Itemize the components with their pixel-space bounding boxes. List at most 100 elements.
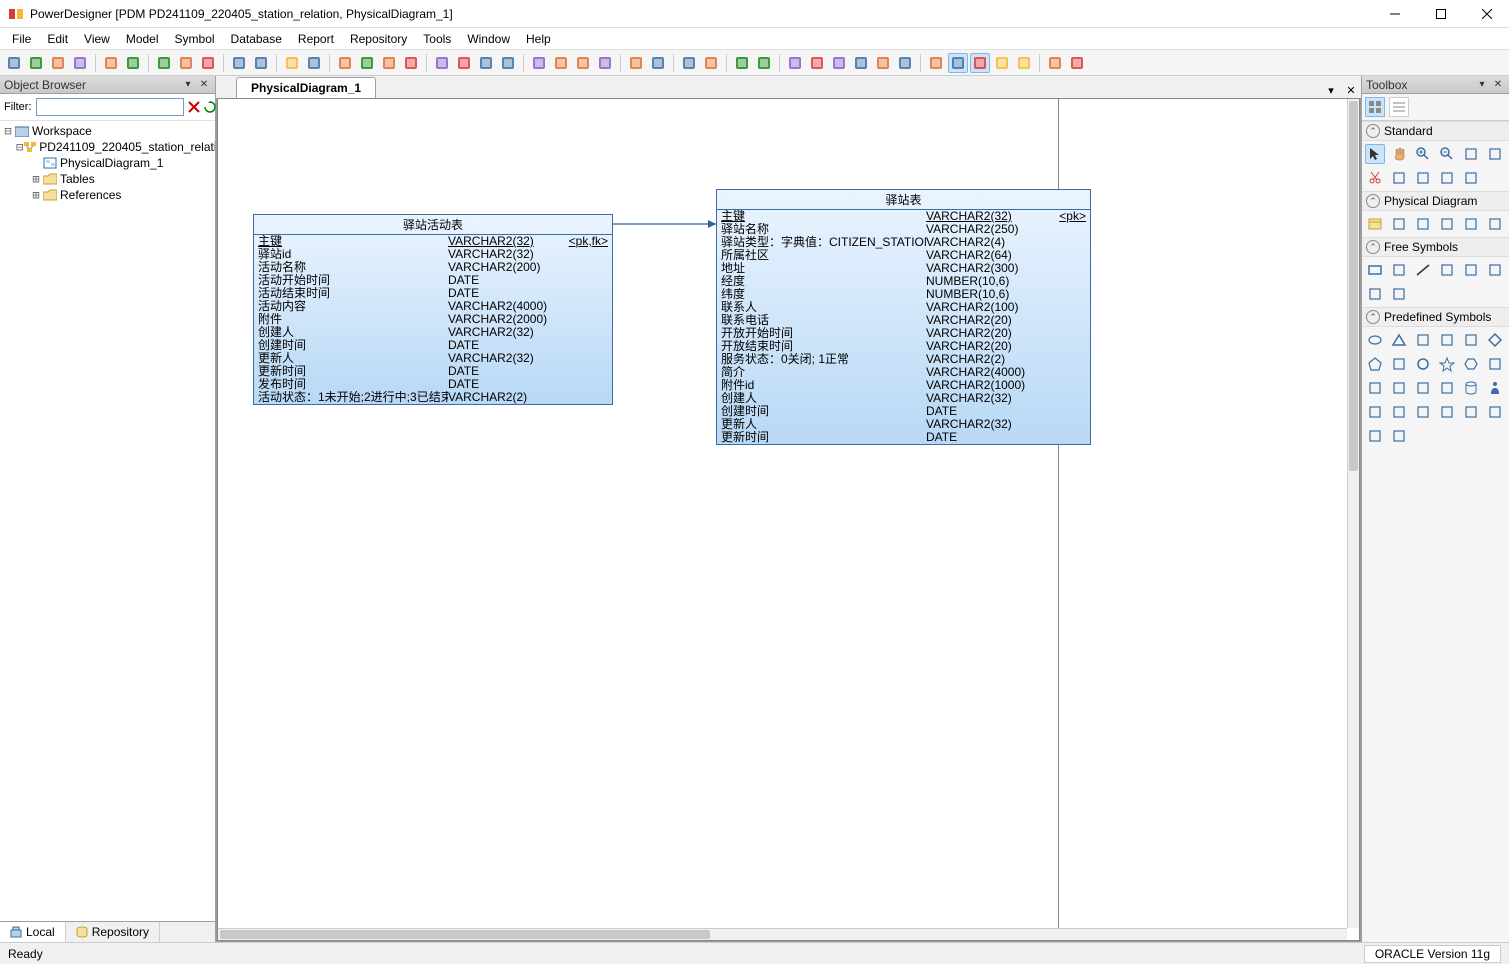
tool-cut-icon[interactable] — [1365, 168, 1385, 188]
tool-pointer-icon[interactable] — [1365, 144, 1385, 164]
toolbox-list-view-icon[interactable] — [1389, 97, 1409, 117]
toolbox-section-free-symbols[interactable]: ⌃Free Symbols — [1362, 237, 1509, 257]
tool-zoom-out-icon[interactable] — [1437, 144, 1457, 164]
tool-hex-icon[interactable] — [1461, 354, 1481, 374]
toolbar-align-b-icon[interactable] — [895, 53, 915, 73]
toolbar-redo-icon[interactable] — [251, 53, 271, 73]
tool-view-icon[interactable] — [1389, 214, 1409, 234]
toolbar-table-icon[interactable] — [529, 53, 549, 73]
tool-rrect-icon[interactable] — [1485, 260, 1505, 280]
toolbar-new-model-icon[interactable] — [432, 53, 452, 73]
menu-tools[interactable]: Tools — [415, 30, 459, 48]
tab-repository[interactable]: Repository — [66, 922, 160, 942]
toolbar-ext-icon[interactable] — [1067, 53, 1087, 73]
vertical-scrollbar[interactable] — [1347, 99, 1359, 928]
entity-column[interactable]: 地址VARCHAR2(300) — [717, 262, 1090, 275]
tool-card-icon[interactable] — [1485, 402, 1505, 422]
tool-table-icon[interactable] — [1365, 214, 1385, 234]
tool-circle-icon[interactable] — [1413, 354, 1433, 374]
tool-cylinder-icon[interactable] — [1461, 378, 1481, 398]
toolbar-zoom-in-icon[interactable] — [335, 53, 355, 73]
tool-zoom-sel-icon[interactable] — [1461, 144, 1481, 164]
toolbar-open-icon[interactable] — [26, 53, 46, 73]
tool-ellipse-icon[interactable] — [1365, 330, 1385, 350]
entity-column[interactable]: 联系电话VARCHAR2(20) — [717, 314, 1090, 327]
menu-report[interactable]: Report — [290, 30, 342, 48]
toolbox-section-physical-diagram[interactable]: ⌃Physical Diagram — [1362, 191, 1509, 211]
toolbar-print-icon[interactable] — [101, 53, 121, 73]
tool-zoom-in-icon[interactable] — [1413, 144, 1433, 164]
panel-close-icon[interactable]: ✕ — [197, 78, 211, 92]
toolbar-layout2-icon[interactable] — [948, 53, 968, 73]
toolbar-align-t-icon[interactable] — [851, 53, 871, 73]
toolbar-grid-icon[interactable] — [732, 53, 752, 73]
tool-stack-icon[interactable] — [1389, 426, 1409, 446]
tree-tables-folder[interactable]: ⊞ Tables — [2, 171, 213, 187]
tool-rect3-icon[interactable] — [1413, 378, 1433, 398]
toolbar-help-icon[interactable] — [1045, 53, 1065, 73]
tool-star-icon[interactable] — [1437, 354, 1457, 374]
entity-column[interactable]: 更新人VARCHAR2(32) — [254, 352, 612, 365]
toolbar-compare-icon[interactable] — [701, 53, 721, 73]
toolbar-rev-db-icon[interactable] — [648, 53, 668, 73]
object-tree[interactable]: ⊟ Workspace ⊟ PD241109_220405_station_re… — [0, 121, 215, 921]
toolbar-cut-icon[interactable] — [154, 53, 174, 73]
tool-flag-icon[interactable] — [1485, 354, 1505, 374]
menu-repository[interactable]: Repository — [342, 30, 415, 48]
entity-column[interactable]: 更新时间DATE — [717, 431, 1090, 444]
tool-send-icon[interactable] — [1437, 402, 1457, 422]
entity-column[interactable]: 活动开始时间DATE — [254, 274, 612, 287]
entity-e1[interactable]: 驿站活动表主键VARCHAR2(32)<pk,fk>驿站idVARCHAR2(3… — [253, 214, 613, 405]
entity-column[interactable]: 简介VARCHAR2(4000) — [717, 366, 1090, 379]
minimize-button[interactable] — [1381, 4, 1409, 24]
toolbar-props-icon[interactable] — [304, 53, 324, 73]
tool-undo-icon[interactable] — [1437, 168, 1457, 188]
toolbar-gen-db-icon[interactable] — [626, 53, 646, 73]
toolbox-grid-view-icon[interactable] — [1365, 97, 1385, 117]
tool-arrow-d-icon[interactable] — [1389, 354, 1409, 374]
tool-pentagon-icon[interactable] — [1365, 354, 1385, 374]
entity-column[interactable]: 所属社区VARCHAR2(64) — [717, 249, 1090, 262]
filter-clear-icon[interactable] — [188, 99, 200, 115]
tool-oval-icon[interactable] — [1461, 260, 1481, 280]
toolbar-ref-icon[interactable] — [573, 53, 593, 73]
toolbar-new-icon[interactable] — [4, 53, 24, 73]
entity-column[interactable]: 开放开始时间VARCHAR2(20) — [717, 327, 1090, 340]
entity-column[interactable]: 驿站idVARCHAR2(32) — [254, 248, 612, 261]
entity-column[interactable]: 主键VARCHAR2(32)<pk> — [717, 210, 1090, 223]
tool-paral-icon[interactable] — [1437, 330, 1457, 350]
tool-rect-icon[interactable] — [1365, 260, 1385, 280]
toolbar-layout1-icon[interactable] — [926, 53, 946, 73]
toolbar-save-as-icon[interactable] — [70, 53, 90, 73]
entity-column[interactable]: 经度NUMBER(10,6) — [717, 275, 1090, 288]
horizontal-scrollbar[interactable] — [218, 928, 1347, 940]
toolbar-open-model-icon[interactable] — [498, 53, 518, 73]
entity-column[interactable]: 纬度NUMBER(10,6) — [717, 288, 1090, 301]
entity-column[interactable]: 活动内容VARCHAR2(4000) — [254, 300, 612, 313]
toolbar-check-icon[interactable] — [679, 53, 699, 73]
menu-model[interactable]: Model — [118, 30, 167, 48]
tool-bowtie-icon[interactable] — [1413, 402, 1433, 422]
tab-local[interactable]: Local — [0, 922, 66, 942]
toolbar-copy-icon[interactable] — [176, 53, 196, 73]
entity-column[interactable]: 联系人VARCHAR2(100) — [717, 301, 1090, 314]
toolbar-align-c-icon[interactable] — [807, 53, 827, 73]
tool-folder-icon[interactable] — [1365, 378, 1385, 398]
tool-redo-icon[interactable] — [1461, 168, 1481, 188]
toolbar-align-r-icon[interactable] — [829, 53, 849, 73]
menu-help[interactable]: Help — [518, 30, 559, 48]
entity-column[interactable]: 驿站名称VARCHAR2(250) — [717, 223, 1090, 236]
tool-poly-icon[interactable] — [1437, 260, 1457, 280]
entity-column[interactable]: 服务状态：0关闭; 1正常VARCHAR2(2) — [717, 353, 1090, 366]
tool-gear-icon[interactable] — [1461, 214, 1481, 234]
entity-column[interactable]: 活动名称VARCHAR2(200) — [254, 261, 612, 274]
entity-column[interactable]: 更新人VARCHAR2(32) — [717, 418, 1090, 431]
entity-column[interactable]: 创建人VARCHAR2(32) — [254, 326, 612, 339]
entity-column[interactable]: 附件idVARCHAR2(1000) — [717, 379, 1090, 392]
toolbar-view-icon[interactable] — [551, 53, 571, 73]
tree-model[interactable]: ⊟ PD241109_220405_station_relation * — [2, 139, 213, 155]
entity-column[interactable]: 主键VARCHAR2(32)<pk,fk> — [254, 235, 612, 248]
tool-rect2-icon[interactable] — [1461, 330, 1481, 350]
tool-arrow-l-icon[interactable] — [1437, 378, 1457, 398]
toolbar-zoom-100-icon[interactable] — [401, 53, 421, 73]
